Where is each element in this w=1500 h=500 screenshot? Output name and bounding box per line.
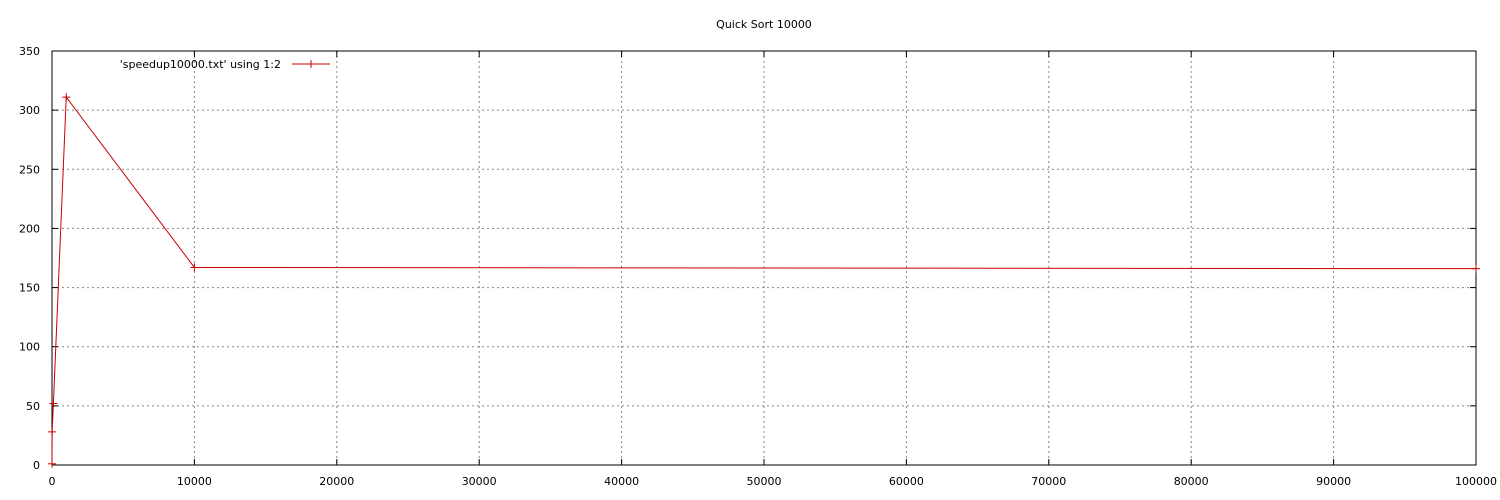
x-tick-label: 60000 (889, 475, 924, 488)
x-tick-label: 80000 (1174, 475, 1209, 488)
x-tick-label: 70000 (1031, 475, 1066, 488)
x-tick-label: 40000 (604, 475, 639, 488)
data-point (49, 399, 58, 408)
y-tick-label: 150 (19, 282, 40, 295)
x-tick-label: 30000 (462, 475, 497, 488)
axis-ticks: 0 10000 20000 30000 40000 50000 60000 70000 8000… (19, 45, 1497, 488)
x-tick-label: 0 (49, 475, 56, 488)
y-tick-label: 50 (26, 400, 40, 413)
series-line (51, 95, 1477, 464)
data-point (1472, 264, 1480, 273)
y-tick-label: 0 (33, 459, 40, 472)
legend: 'speedup10000.txt' using 1:2 (120, 58, 330, 71)
y-tick-label: 250 (19, 163, 40, 176)
x-tick-label: 100000 (1455, 475, 1497, 488)
x-tick-label: 10000 (177, 475, 212, 488)
legend-marker (307, 60, 315, 68)
y-tick-label: 350 (19, 45, 40, 58)
data-point (48, 459, 57, 468)
series-layer (48, 93, 1480, 468)
x-tick-label: 20000 (319, 475, 354, 488)
chart-title: Quick Sort 10000 (716, 18, 812, 31)
grid (52, 51, 1476, 465)
data-point (190, 263, 199, 272)
x-tick-label: 90000 (1316, 475, 1351, 488)
data-point (62, 93, 71, 102)
legend-label: 'speedup10000.txt' using 1:2 (120, 58, 281, 71)
x-tick-label: 50000 (747, 475, 782, 488)
y-tick-label: 300 (19, 104, 40, 117)
data-point (48, 427, 57, 436)
y-tick-label: 200 (19, 222, 40, 235)
y-tick-label: 100 (19, 341, 40, 354)
